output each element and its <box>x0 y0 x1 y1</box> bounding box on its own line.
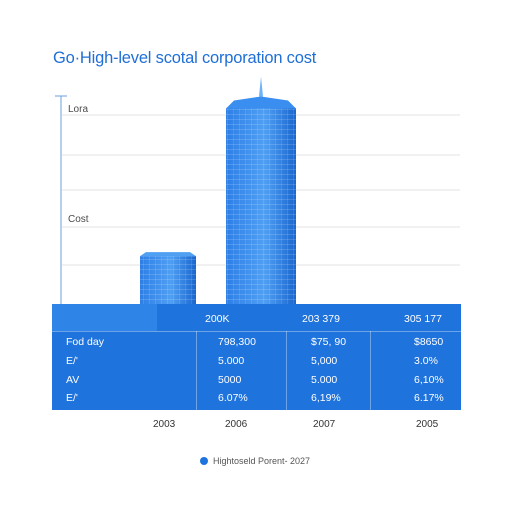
table-header-divider <box>52 331 461 332</box>
table-col-divider-1 <box>196 331 197 410</box>
table-row-label: AV <box>66 374 80 386</box>
table-cell: 5,000 <box>311 355 338 367</box>
bar <box>226 76 296 304</box>
legend: Hightoseld Porent- 2027 <box>200 456 310 466</box>
table-row-label: Fod day <box>66 336 104 348</box>
x-tick-label: 2007 <box>313 419 336 430</box>
table-cell: 6,19% <box>311 392 341 404</box>
table-row-label: E/' <box>66 355 78 367</box>
x-tick-label: 2005 <box>416 419 439 430</box>
table-header-col-3: 305 177 <box>404 313 442 325</box>
bars-group <box>140 76 296 304</box>
bar <box>140 252 196 304</box>
table-col-divider-2 <box>286 331 287 410</box>
table-cell: 6.17% <box>414 392 444 404</box>
table-cell: 5.000 <box>311 374 338 386</box>
table-cell: 6.07% <box>218 392 248 404</box>
table-cell: 5.000 <box>218 355 245 367</box>
y-tick-label-top: Lora <box>68 104 89 115</box>
y-tick-label-mid: Cost <box>68 214 89 225</box>
legend-label: Hightoseld Porent- 2027 <box>213 456 311 466</box>
chart-title: Go·High-level scotal corporation cost <box>53 49 317 67</box>
table-cell: 5000 <box>218 374 242 386</box>
table-col-divider-3 <box>370 331 371 410</box>
x-tick-label: 2006 <box>225 419 248 430</box>
table-header-corner <box>52 304 157 331</box>
legend-marker <box>200 457 208 465</box>
table-cell: 6,10% <box>414 374 444 386</box>
table-cell: 798,300 <box>218 336 256 348</box>
table-cell: $8650 <box>414 336 444 348</box>
table-row-label: E/' <box>66 392 78 404</box>
table-header-col-2: 203 379 <box>302 313 340 325</box>
table-cell: $75, 90 <box>311 336 347 348</box>
table-header-col-1: 200K <box>205 313 230 325</box>
x-tick-label: 2003 <box>153 419 176 430</box>
table-cell: 3.0% <box>414 355 438 367</box>
